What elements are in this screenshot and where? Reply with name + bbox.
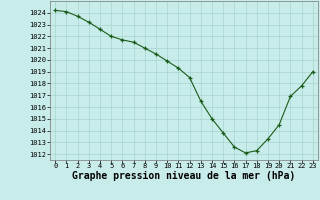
X-axis label: Graphe pression niveau de la mer (hPa): Graphe pression niveau de la mer (hPa)	[72, 171, 296, 181]
